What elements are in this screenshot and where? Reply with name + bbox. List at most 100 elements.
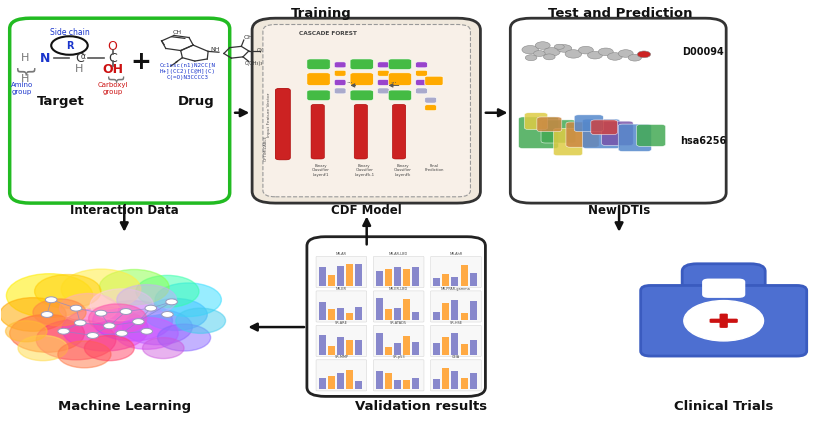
Bar xyxy=(318,266,326,286)
Text: Validation results: Validation results xyxy=(355,401,486,413)
Circle shape xyxy=(536,42,550,49)
FancyBboxPatch shape xyxy=(377,88,389,94)
Bar xyxy=(385,347,392,355)
Circle shape xyxy=(598,48,613,55)
FancyBboxPatch shape xyxy=(388,90,412,101)
Text: NR-AhR: NR-AhR xyxy=(449,252,462,256)
Text: C: C xyxy=(108,52,117,65)
Circle shape xyxy=(62,308,148,351)
Circle shape xyxy=(42,311,52,317)
FancyBboxPatch shape xyxy=(431,291,481,322)
FancyBboxPatch shape xyxy=(373,325,424,357)
FancyBboxPatch shape xyxy=(316,325,367,357)
Circle shape xyxy=(534,51,545,56)
Bar xyxy=(327,275,335,286)
FancyBboxPatch shape xyxy=(392,104,406,159)
Circle shape xyxy=(618,50,633,57)
Bar xyxy=(376,298,383,320)
Circle shape xyxy=(145,305,157,311)
FancyBboxPatch shape xyxy=(388,73,412,85)
Circle shape xyxy=(61,269,141,309)
Circle shape xyxy=(554,44,564,49)
Text: Final
Prediction: Final Prediction xyxy=(424,164,444,172)
Bar xyxy=(337,308,344,320)
Bar xyxy=(442,368,449,389)
Bar xyxy=(337,373,344,389)
Circle shape xyxy=(116,330,127,336)
Text: OPTIMIZABLE: OPTIMIZABLE xyxy=(263,135,267,162)
Text: C: C xyxy=(75,52,84,65)
FancyBboxPatch shape xyxy=(574,115,603,132)
FancyBboxPatch shape xyxy=(307,59,330,69)
Bar xyxy=(433,343,440,355)
Bar xyxy=(461,265,467,286)
FancyBboxPatch shape xyxy=(307,90,330,101)
FancyBboxPatch shape xyxy=(601,121,633,146)
Text: Carboxyl
group: Carboxyl group xyxy=(97,82,128,95)
FancyBboxPatch shape xyxy=(511,18,726,203)
FancyBboxPatch shape xyxy=(618,124,651,151)
Circle shape xyxy=(59,294,117,323)
Text: CElA: CElA xyxy=(451,355,460,360)
FancyBboxPatch shape xyxy=(10,18,230,203)
FancyBboxPatch shape xyxy=(566,122,599,147)
Bar xyxy=(355,264,362,286)
Circle shape xyxy=(166,299,177,305)
FancyBboxPatch shape xyxy=(307,73,330,85)
Text: D00094: D00094 xyxy=(682,47,724,57)
Text: SR-ATAD5: SR-ATAD5 xyxy=(390,321,407,325)
Circle shape xyxy=(88,304,147,333)
Circle shape xyxy=(103,323,115,329)
Bar xyxy=(403,380,410,389)
Text: NR-PPAR-gamma: NR-PPAR-gamma xyxy=(441,286,471,291)
Bar xyxy=(433,312,440,320)
Text: Training: Training xyxy=(291,8,352,20)
Text: SR-MMP: SR-MMP xyxy=(334,355,348,360)
Text: Binary
Classifier
Layer#k-1: Binary Classifier Layer#k-1 xyxy=(354,164,374,177)
Bar xyxy=(385,269,392,286)
Text: OH: OH xyxy=(244,35,254,40)
Text: H: H xyxy=(21,53,29,63)
Text: {: { xyxy=(15,63,34,75)
FancyBboxPatch shape xyxy=(334,88,346,94)
Text: Drug: Drug xyxy=(177,95,214,108)
FancyBboxPatch shape xyxy=(350,59,373,69)
Circle shape xyxy=(70,305,82,311)
Circle shape xyxy=(132,319,144,324)
Text: Binary
Classifier
Layer#1: Binary Classifier Layer#1 xyxy=(312,164,330,177)
FancyBboxPatch shape xyxy=(431,256,481,288)
FancyBboxPatch shape xyxy=(553,128,582,156)
Text: ...: ... xyxy=(347,78,353,84)
FancyBboxPatch shape xyxy=(316,360,367,391)
Circle shape xyxy=(92,301,172,341)
Text: C(CH₃)₃: C(CH₃)₃ xyxy=(245,61,263,66)
Bar xyxy=(355,340,362,355)
Bar xyxy=(451,299,458,320)
Bar xyxy=(412,312,419,320)
Circle shape xyxy=(84,335,134,361)
FancyBboxPatch shape xyxy=(373,256,424,288)
Text: SR-p53: SR-p53 xyxy=(392,355,405,360)
FancyBboxPatch shape xyxy=(525,113,547,129)
FancyBboxPatch shape xyxy=(252,18,481,203)
FancyBboxPatch shape xyxy=(276,88,291,160)
Circle shape xyxy=(607,52,622,60)
Bar xyxy=(394,379,402,389)
Text: CH: CH xyxy=(172,30,182,35)
Circle shape xyxy=(556,45,571,52)
Bar xyxy=(337,266,344,286)
Text: CDF Model: CDF Model xyxy=(332,204,402,217)
Text: Machine Learning: Machine Learning xyxy=(57,401,191,413)
FancyBboxPatch shape xyxy=(354,104,367,159)
Bar xyxy=(412,342,419,355)
Circle shape xyxy=(522,46,539,54)
Bar xyxy=(318,335,326,355)
Circle shape xyxy=(90,289,153,321)
FancyBboxPatch shape xyxy=(431,325,481,357)
Text: NR-ER: NR-ER xyxy=(336,286,347,291)
Circle shape xyxy=(122,309,192,345)
FancyBboxPatch shape xyxy=(416,88,427,94)
Bar xyxy=(394,343,402,355)
Bar xyxy=(461,343,467,355)
Bar xyxy=(327,376,335,389)
